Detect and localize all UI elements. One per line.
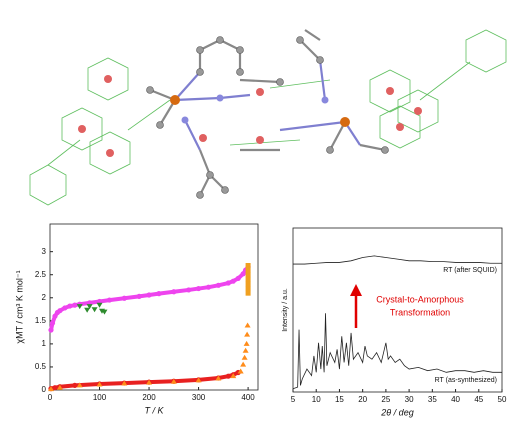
- marker: [52, 313, 58, 319]
- marker: [76, 304, 83, 310]
- atoms: [146, 36, 389, 199]
- marker: [84, 307, 91, 313]
- marker: [121, 380, 128, 386]
- y-tick-label: 0.5: [35, 362, 47, 371]
- x-tick-label: 15: [335, 395, 344, 404]
- marker: [237, 368, 244, 374]
- x-tick-label: 100: [93, 393, 107, 402]
- x-tick-label: 300: [192, 393, 206, 402]
- marker: [245, 290, 251, 296]
- marker: [240, 361, 247, 367]
- centroid: [78, 75, 422, 157]
- marker: [230, 373, 237, 379]
- marker: [245, 276, 251, 282]
- ring-outline: [29, 29, 507, 206]
- marker: [136, 293, 142, 299]
- marker: [72, 302, 78, 308]
- x-tick-label: 30: [405, 395, 414, 404]
- marker: [171, 289, 177, 295]
- x-tick-label: 35: [428, 395, 437, 404]
- y-tick-label: 0: [42, 385, 47, 394]
- marker: [146, 379, 153, 385]
- x-tick-label: 45: [474, 395, 483, 404]
- marker: [47, 386, 54, 392]
- marker: [195, 377, 202, 383]
- marker: [52, 385, 58, 391]
- annotation: Crystal-to-Amorphous: [376, 294, 464, 304]
- marker: [245, 263, 251, 268]
- x-tick-label: 20: [358, 395, 367, 404]
- y-axis-label: χMT / cm³ K mol⁻¹: [14, 270, 24, 343]
- marker: [48, 327, 54, 333]
- annotation: RT (after SQUID): [443, 267, 497, 274]
- marker: [243, 340, 250, 346]
- marker: [106, 297, 113, 303]
- marker: [205, 284, 212, 290]
- annotation: RT (as-synthesized): [435, 377, 497, 384]
- x-tick-label: 0: [48, 393, 53, 402]
- y-tick-label: 2: [42, 293, 47, 302]
- x-axis-label: T / K: [144, 405, 164, 415]
- marker: [215, 282, 221, 288]
- y-axis-label: Intensity / a.u.: [282, 288, 289, 332]
- marker: [156, 291, 162, 297]
- marker: [245, 272, 251, 278]
- marker: [67, 303, 73, 309]
- marker: [240, 271, 246, 277]
- series-line: [292, 313, 502, 390]
- marker: [215, 375, 222, 381]
- marker: [49, 320, 56, 326]
- x-tick-label: 400: [241, 393, 255, 402]
- marker: [225, 373, 231, 379]
- marker: [241, 354, 248, 360]
- marker: [76, 382, 83, 388]
- marker: [56, 384, 63, 390]
- y-tick-label: 2.5: [35, 270, 47, 279]
- marker: [91, 307, 98, 313]
- marker: [235, 275, 241, 282]
- marker: [245, 281, 251, 287]
- marker: [245, 267, 251, 273]
- series-line: [293, 255, 502, 265]
- marker: [62, 305, 68, 311]
- y-tick-label: 3: [42, 247, 47, 256]
- marker: [186, 287, 192, 293]
- marker: [195, 285, 202, 292]
- marker: [225, 280, 231, 286]
- x-axis-label: 2θ / deg: [380, 407, 413, 417]
- x-tick-label: 200: [142, 393, 156, 402]
- marker: [96, 381, 103, 387]
- y-tick-label: 1: [42, 339, 47, 348]
- marker: [244, 322, 251, 328]
- x-tick-label: 40: [451, 395, 460, 404]
- plot-frame: [49, 223, 259, 391]
- marker: [101, 309, 108, 315]
- marker: [72, 382, 78, 388]
- x-tick-label: 50: [498, 395, 507, 404]
- annotation: Transformation: [390, 307, 450, 317]
- y-tick-label: 1.5: [35, 316, 47, 325]
- marker: [86, 304, 93, 310]
- x-tick-label: 10: [312, 395, 321, 404]
- marker: [146, 292, 152, 298]
- marker: [242, 347, 249, 353]
- molecular-structure: [29, 29, 507, 206]
- x-tick-label: 25: [381, 395, 390, 404]
- marker: [96, 302, 103, 308]
- series-line: [49, 265, 250, 331]
- bonds: [149, 29, 386, 196]
- marker: [121, 295, 127, 301]
- arrow-head: [350, 284, 362, 296]
- marker: [245, 286, 251, 292]
- marker: [170, 378, 177, 384]
- x-tick-label: 5: [291, 395, 296, 404]
- marker: [230, 278, 236, 284]
- plot-frame: [292, 227, 503, 393]
- marker: [57, 308, 63, 314]
- marker: [244, 331, 251, 337]
